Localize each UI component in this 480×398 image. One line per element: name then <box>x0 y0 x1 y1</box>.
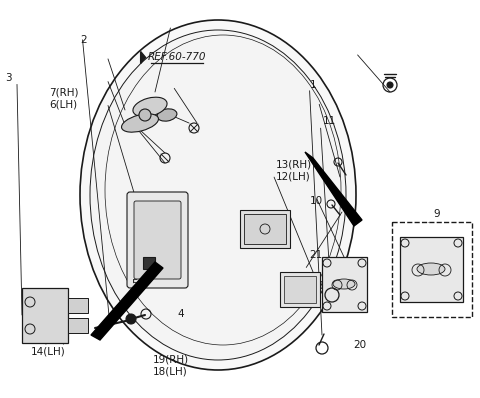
Ellipse shape <box>139 109 151 121</box>
Text: 11: 11 <box>323 116 336 127</box>
Circle shape <box>126 314 136 324</box>
Text: 4: 4 <box>178 309 184 320</box>
Circle shape <box>387 82 393 88</box>
Text: 10: 10 <box>310 196 324 206</box>
Text: 1: 1 <box>310 80 316 90</box>
Text: 8: 8 <box>316 281 323 291</box>
Bar <box>392 222 472 317</box>
Ellipse shape <box>80 20 356 370</box>
Ellipse shape <box>121 114 158 132</box>
Bar <box>322 257 367 312</box>
Bar <box>143 257 155 269</box>
Text: (LH): (LH) <box>414 222 434 232</box>
Bar <box>68 318 88 333</box>
Ellipse shape <box>133 97 167 117</box>
FancyBboxPatch shape <box>127 192 188 288</box>
Ellipse shape <box>157 109 177 121</box>
Bar <box>240 210 290 248</box>
Bar <box>68 298 88 313</box>
Text: 9: 9 <box>433 209 440 219</box>
Text: 17(RH)
15(LH): 17(RH) 15(LH) <box>31 308 67 329</box>
Text: 7(RH)
6(LH): 7(RH) 6(LH) <box>49 88 78 109</box>
Text: 20: 20 <box>353 340 367 350</box>
Bar <box>22 288 68 343</box>
Bar <box>244 214 286 244</box>
Text: 19(RH)
18(LH): 19(RH) 18(LH) <box>152 355 189 376</box>
Text: 13(RH)
12(LH): 13(RH) 12(LH) <box>276 160 312 181</box>
Polygon shape <box>305 152 362 226</box>
Bar <box>280 272 320 307</box>
Polygon shape <box>141 51 145 64</box>
Ellipse shape <box>90 30 346 360</box>
FancyBboxPatch shape <box>134 201 181 279</box>
Ellipse shape <box>417 263 445 275</box>
Text: 5: 5 <box>131 279 138 289</box>
Bar <box>284 276 316 303</box>
Text: 21: 21 <box>310 250 323 260</box>
Ellipse shape <box>333 279 355 289</box>
Text: 3: 3 <box>5 72 12 83</box>
Polygon shape <box>91 262 163 340</box>
Text: 16(RH)
14(LH): 16(RH) 14(LH) <box>31 335 67 356</box>
Text: 2: 2 <box>81 35 87 45</box>
Text: REF.60-770: REF.60-770 <box>147 51 206 62</box>
Bar <box>400 237 463 302</box>
